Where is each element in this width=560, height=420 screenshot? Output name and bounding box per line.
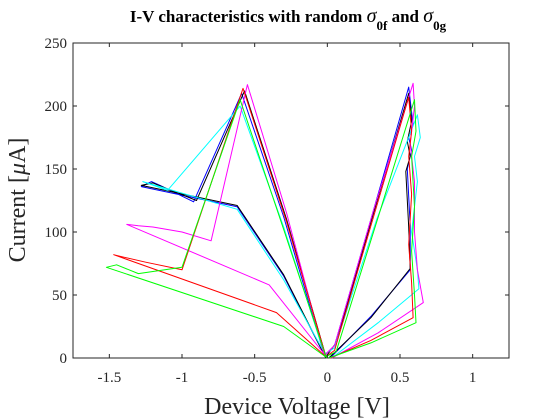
y-axis-ticks: 0 50 100 150 200 250 xyxy=(45,36,509,367)
x-tick-label: -0.5 xyxy=(243,370,267,386)
x-axis-ticks: -1.5 -1 -0.5 0 0.5 1 xyxy=(97,43,476,386)
y-tick-label: 150 xyxy=(45,162,68,178)
x-axis-label: Device Voltage [V] xyxy=(204,394,390,420)
y-tick-label: 200 xyxy=(45,99,68,115)
axes-box xyxy=(72,42,510,359)
series-line-5 xyxy=(113,87,414,359)
plot-area: -1.5 -1 -0.5 0 0.5 1 0 50 100 150 200 250 xyxy=(45,36,510,386)
y-tick-label: 50 xyxy=(52,288,67,304)
y-axis-label: Current [μA] xyxy=(5,138,31,263)
series-line-3 xyxy=(142,105,421,359)
chart-title: I-V characteristics with random σ0f and … xyxy=(130,5,447,33)
x-tick-label: -1.5 xyxy=(97,370,121,386)
x-tick-label: -1 xyxy=(176,370,189,386)
y-tick-label: 250 xyxy=(45,36,68,52)
x-tick-label: 0.5 xyxy=(391,370,410,386)
series-line-4 xyxy=(126,82,424,359)
x-tick-label: 1 xyxy=(469,370,477,386)
x-tick-label: 0 xyxy=(324,370,332,386)
y-tick-label: 0 xyxy=(60,351,68,367)
series-layer xyxy=(105,82,424,359)
y-tick-label: 100 xyxy=(45,225,68,241)
series-line-6 xyxy=(105,99,417,359)
